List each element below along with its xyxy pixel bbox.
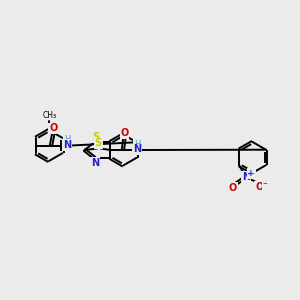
Text: S: S <box>92 132 99 142</box>
Text: H: H <box>64 135 70 144</box>
Text: O: O <box>120 128 129 138</box>
Text: O: O <box>255 182 263 192</box>
Text: ⁻: ⁻ <box>262 181 267 190</box>
Text: +: + <box>247 169 255 178</box>
Text: CH₃: CH₃ <box>43 111 57 120</box>
Text: S: S <box>95 139 102 148</box>
Text: O: O <box>229 183 237 193</box>
Text: N: N <box>133 144 141 154</box>
Text: O: O <box>49 123 58 133</box>
Text: H: H <box>134 140 140 148</box>
Text: N: N <box>63 140 71 150</box>
Text: N: N <box>91 158 99 168</box>
Text: N: N <box>242 172 250 182</box>
